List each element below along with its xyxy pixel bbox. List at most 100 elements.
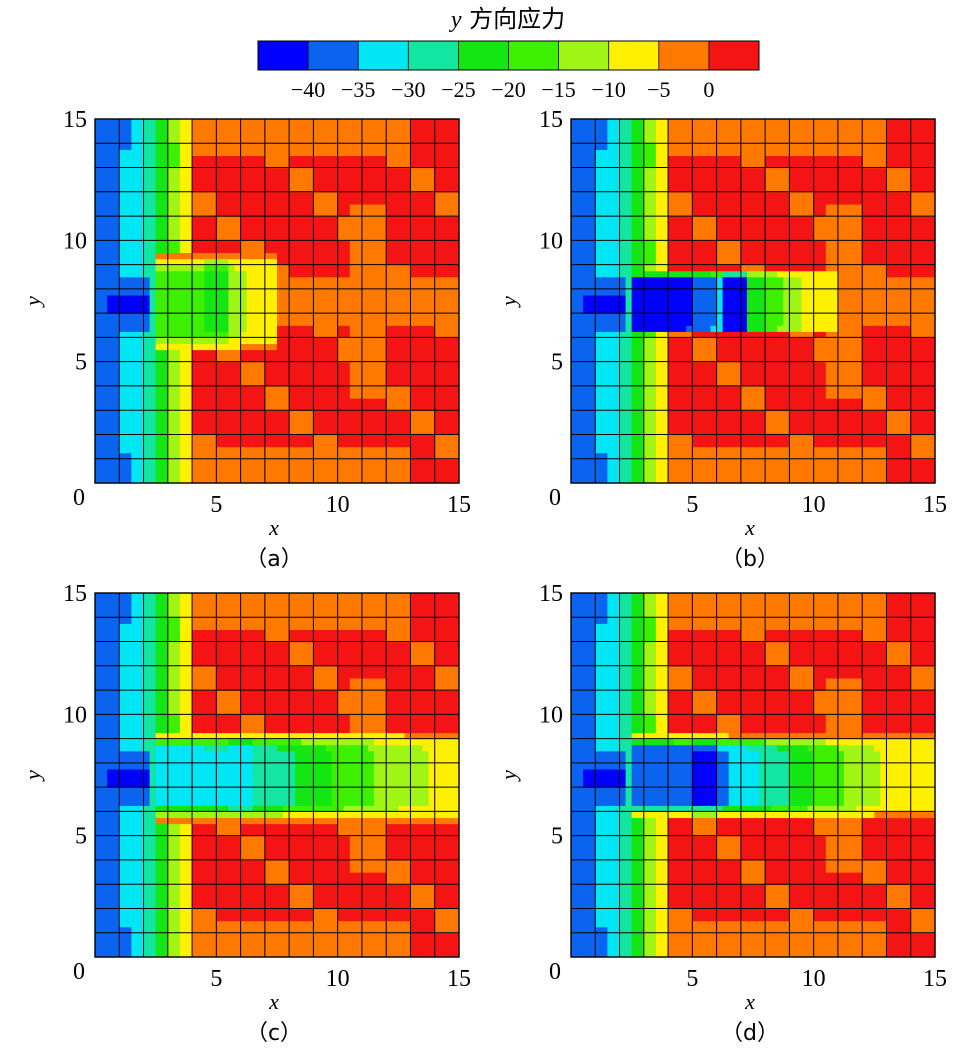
heatmap-cell — [107, 203, 114, 211]
heatmap-cell — [440, 331, 448, 338]
heatmap-cell — [680, 464, 687, 472]
heatmap-cell — [331, 392, 339, 399]
heatmap-cell — [313, 319, 321, 326]
heatmap-cell — [631, 228, 639, 235]
heatmap-cell — [161, 416, 169, 423]
heatmap-cell — [337, 379, 345, 387]
heatmap-cell — [270, 476, 278, 484]
heatmap-cell — [149, 355, 157, 363]
heatmap-cell — [374, 228, 381, 235]
heatmap-cell — [704, 470, 712, 478]
heatmap-cell — [301, 464, 308, 472]
heatmap-cell — [392, 440, 399, 448]
heatmap-cell — [692, 343, 699, 351]
heatmap-cell — [325, 301, 333, 308]
heatmap-cell — [368, 240, 375, 247]
heatmap-cell — [595, 203, 602, 211]
heatmap-cell — [595, 349, 602, 357]
heatmap-cell — [283, 361, 290, 369]
heatmap-cell — [637, 270, 645, 278]
heatmap-cell — [361, 288, 369, 296]
heatmap-cell — [252, 458, 260, 466]
heatmap-cell — [198, 203, 205, 211]
heatmap-cell — [107, 119, 114, 126]
heatmap-cell — [155, 276, 163, 284]
heatmap-cell — [113, 367, 120, 375]
heatmap-cell — [698, 367, 706, 375]
heatmap-cell — [607, 119, 615, 126]
heatmap-cell — [192, 398, 199, 405]
heatmap-cell — [637, 282, 645, 290]
heatmap-cell — [161, 452, 169, 460]
heatmap-cell — [113, 143, 120, 150]
heatmap-cell — [95, 191, 102, 199]
heatmap-cell — [380, 246, 387, 254]
heatmap-cell — [246, 258, 254, 266]
heatmap-cell — [167, 349, 175, 357]
heatmap-cell — [186, 222, 193, 229]
heatmap-cell — [198, 385, 205, 393]
heatmap-cell — [422, 294, 430, 302]
heatmap-cell — [680, 301, 687, 308]
heatmap-cell — [404, 161, 412, 169]
heatmap-cell — [631, 161, 639, 169]
heatmap-cell — [319, 246, 327, 254]
heatmap-cell — [125, 173, 132, 181]
heatmap-cell — [222, 131, 230, 138]
heatmap-cell — [668, 179, 675, 187]
heatmap-cell — [392, 343, 399, 351]
heatmap-cell — [186, 337, 193, 345]
heatmap-cell — [422, 307, 430, 314]
heatmap-cell — [668, 246, 675, 254]
heatmap-cell — [295, 173, 302, 181]
heatmap-cell — [331, 179, 339, 187]
heatmap-cell — [173, 428, 181, 436]
heatmap-cell — [307, 422, 314, 429]
heatmap-cell — [410, 373, 418, 381]
heatmap-cell — [258, 264, 266, 272]
heatmap-cell — [637, 343, 645, 351]
heatmap-cell — [571, 458, 578, 466]
heatmap-cell — [325, 173, 333, 181]
heatmap-cell — [368, 228, 375, 235]
heatmap-cell — [416, 367, 424, 375]
heatmap-cell — [270, 270, 278, 278]
heatmap-cell — [161, 276, 169, 284]
heatmap-cell — [258, 398, 266, 405]
heatmap-cell — [410, 307, 418, 314]
colorbar-tick-label: 0 — [703, 77, 714, 102]
heatmap-cell — [186, 416, 193, 423]
heatmap-cell — [668, 343, 675, 351]
heatmap-cell — [613, 331, 621, 338]
heatmap-cell — [307, 191, 314, 199]
heatmap-cell — [307, 392, 314, 399]
heatmap-cell — [698, 470, 706, 478]
heatmap-cell — [137, 416, 145, 423]
heatmap-cell — [167, 325, 175, 332]
heatmap-cell — [173, 422, 181, 429]
heatmap-cell — [252, 416, 260, 423]
heatmap-cell — [295, 470, 302, 478]
heatmap-cell — [404, 216, 412, 223]
heatmap-cell — [446, 191, 454, 199]
heatmap-cell — [631, 203, 639, 211]
heatmap-cell — [680, 252, 687, 260]
heatmap-cell — [374, 325, 381, 332]
heatmap-cell — [246, 331, 254, 338]
heatmap-cell — [313, 301, 321, 308]
heatmap-cell — [289, 464, 296, 472]
heatmap-cell — [452, 416, 460, 423]
heatmap-cell — [167, 276, 175, 284]
heatmap-cell — [186, 155, 193, 163]
heatmap-cell — [583, 392, 590, 399]
heatmap-cell — [186, 392, 193, 399]
heatmap-cell — [404, 179, 412, 187]
heatmap-cell — [583, 294, 590, 302]
heatmap-cell — [307, 173, 314, 181]
heatmap-cell — [637, 404, 645, 411]
heatmap-cell — [434, 337, 442, 345]
heatmap-cell — [416, 264, 424, 272]
heatmap-cell — [234, 258, 242, 266]
heatmap-cell — [361, 355, 369, 363]
heatmap-cell — [192, 143, 199, 150]
